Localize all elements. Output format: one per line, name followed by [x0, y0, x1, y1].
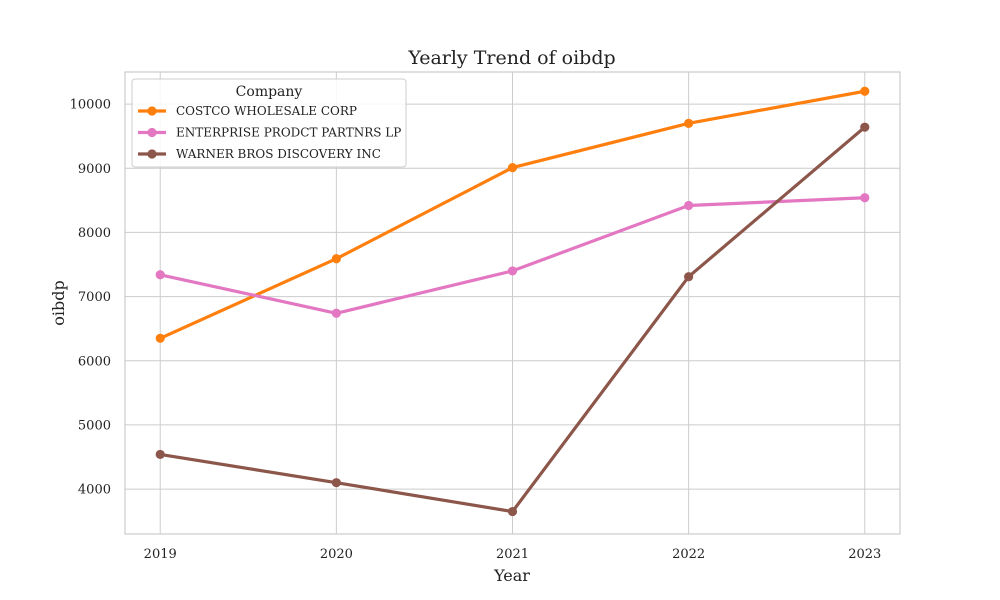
data-point: [684, 200, 694, 211]
data-point: [860, 122, 870, 132]
data-point: [331, 478, 341, 488]
series-group: [155, 86, 870, 517]
data-point: [155, 449, 165, 460]
legend-item: COSTCO WHOLESALE CORP: [138, 104, 357, 118]
data-point: [331, 254, 341, 264]
legend-item: WARNER BROS DISCOVERY INC: [138, 147, 381, 161]
data-point: [155, 333, 165, 343]
data-point: [860, 193, 870, 203]
legend-label: WARNER BROS DISCOVERY INC: [176, 147, 381, 161]
y-tick-label: 8000: [78, 226, 111, 241]
y-axis-ticks: 4000 5000 6000 7000 8000 9000 10000: [70, 98, 111, 498]
legend-swatch-marker: [147, 106, 157, 116]
legend-item: ENTERPRISE PRODCT PARTNRS LP: [138, 126, 401, 140]
y-tick-label: 10000: [70, 98, 111, 113]
x-tick-label: 2019: [144, 547, 177, 562]
x-axis-title: Year: [493, 566, 530, 585]
chart-title: Yearly Trend of oibdp: [407, 47, 615, 69]
y-axis-title: oibdp: [49, 280, 68, 325]
plot-frame: [124, 71, 901, 535]
y-tick-label: 6000: [78, 354, 111, 369]
y-tick-label: 4000: [78, 483, 111, 498]
legend: Company COSTCO WHOLESALE CORP ENTERPRISE …: [131, 78, 407, 168]
legend-label: ENTERPRISE PRODCT PARTNRS LP: [176, 126, 401, 140]
legend-label: COSTCO WHOLESALE CORP: [176, 104, 357, 118]
x-tick-label: 2021: [496, 547, 529, 562]
series-2: [155, 193, 870, 318]
series-1: [155, 86, 870, 343]
x-tick-label: 2022: [672, 547, 705, 562]
x-axis-ticks: 2019 2020 2021 2022 2023: [144, 547, 882, 562]
legend-swatch-marker: [147, 127, 157, 138]
x-tick-label: 2020: [320, 547, 353, 562]
legend-box: [131, 78, 407, 168]
data-point: [507, 163, 518, 173]
data-point: [155, 270, 165, 280]
data-point: [331, 308, 341, 318]
legend-swatch-marker: [147, 149, 157, 159]
legend-title: Company: [236, 84, 303, 100]
data-point: [684, 272, 694, 282]
data-point: [507, 506, 518, 517]
y-tick-label: 9000: [78, 162, 111, 177]
y-tick-label: 7000: [78, 290, 111, 305]
data-point: [860, 86, 870, 96]
x-tick-label: 2023: [848, 547, 881, 562]
data-point: [507, 266, 518, 276]
series-3: [155, 122, 870, 517]
y-tick-label: 5000: [78, 418, 111, 433]
data-point: [684, 118, 694, 128]
